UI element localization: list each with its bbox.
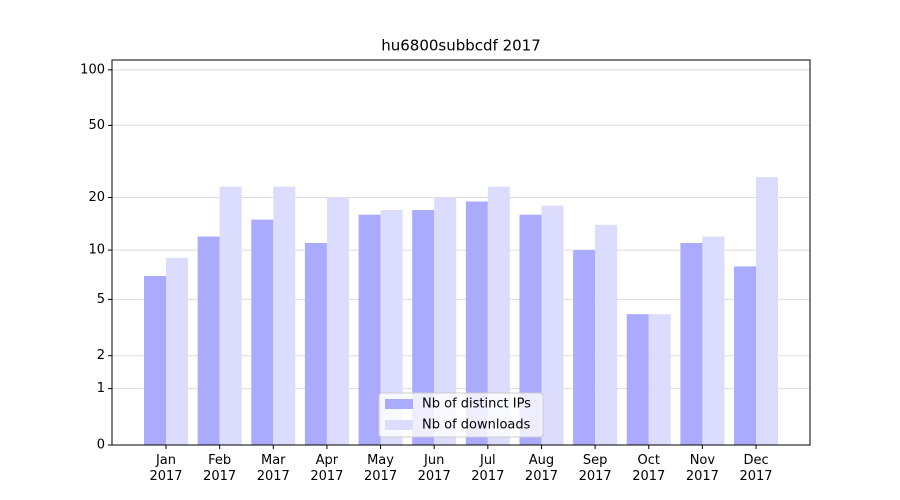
bar (219, 186, 242, 446)
bar (573, 250, 596, 445)
bar (412, 210, 435, 445)
y-tick-label: 100 (80, 62, 105, 77)
bar (251, 219, 274, 445)
y-tick-label: 20 (88, 190, 105, 205)
bar (380, 210, 403, 445)
y-tick-label: 1 (97, 381, 105, 396)
bar (626, 314, 649, 445)
x-tick-label: May 2017 (364, 453, 398, 484)
bar (144, 275, 166, 445)
y-tick-label: 2 (97, 348, 105, 363)
bar (541, 205, 564, 445)
x-tick-label: Sep 2017 (578, 453, 612, 484)
x-tick-label: Mar 2017 (256, 453, 290, 484)
bar (756, 177, 779, 445)
legend-box (378, 392, 544, 438)
legend-label: Nb of distinct IPs (422, 397, 531, 412)
y-tick-label: 0 (97, 438, 105, 453)
bar (304, 243, 327, 445)
x-tick-label: Aug 2017 (524, 453, 559, 484)
legend-swatch (385, 420, 413, 430)
y-tick-label: 50 (88, 118, 105, 133)
chart-title: hu6800subbcdf 2017 (381, 37, 541, 55)
legend-label: Nb of downloads (422, 418, 531, 433)
plot-frame (111, 59, 811, 446)
x-tick-label: Jan 2017 (149, 453, 183, 484)
y-tick-label: 10 (88, 243, 105, 258)
bar (273, 186, 296, 446)
x-tick-label: Feb 2017 (203, 453, 237, 484)
x-tick-label: Apr 2017 (310, 453, 344, 484)
x-tick-label: Jun 2017 (417, 453, 451, 484)
y-tick-label: 5 (97, 292, 105, 307)
bar (734, 266, 757, 445)
bar (166, 257, 188, 445)
bar (197, 236, 220, 445)
bar (434, 197, 457, 445)
x-tick-label: Dec 2017 (739, 453, 773, 484)
x-tick-label: Oct 2017 (632, 453, 666, 484)
bar (648, 314, 671, 445)
bar (595, 224, 618, 445)
x-tick-label: Jul 2017 (471, 453, 505, 484)
bar (465, 201, 488, 445)
bar (487, 186, 510, 446)
x-tick-label: Nov 2017 (685, 453, 719, 484)
bar (680, 243, 703, 445)
bar (358, 214, 381, 445)
bar (702, 236, 725, 445)
bar (519, 214, 542, 445)
bar (326, 197, 349, 445)
legend-swatch (385, 399, 413, 409)
